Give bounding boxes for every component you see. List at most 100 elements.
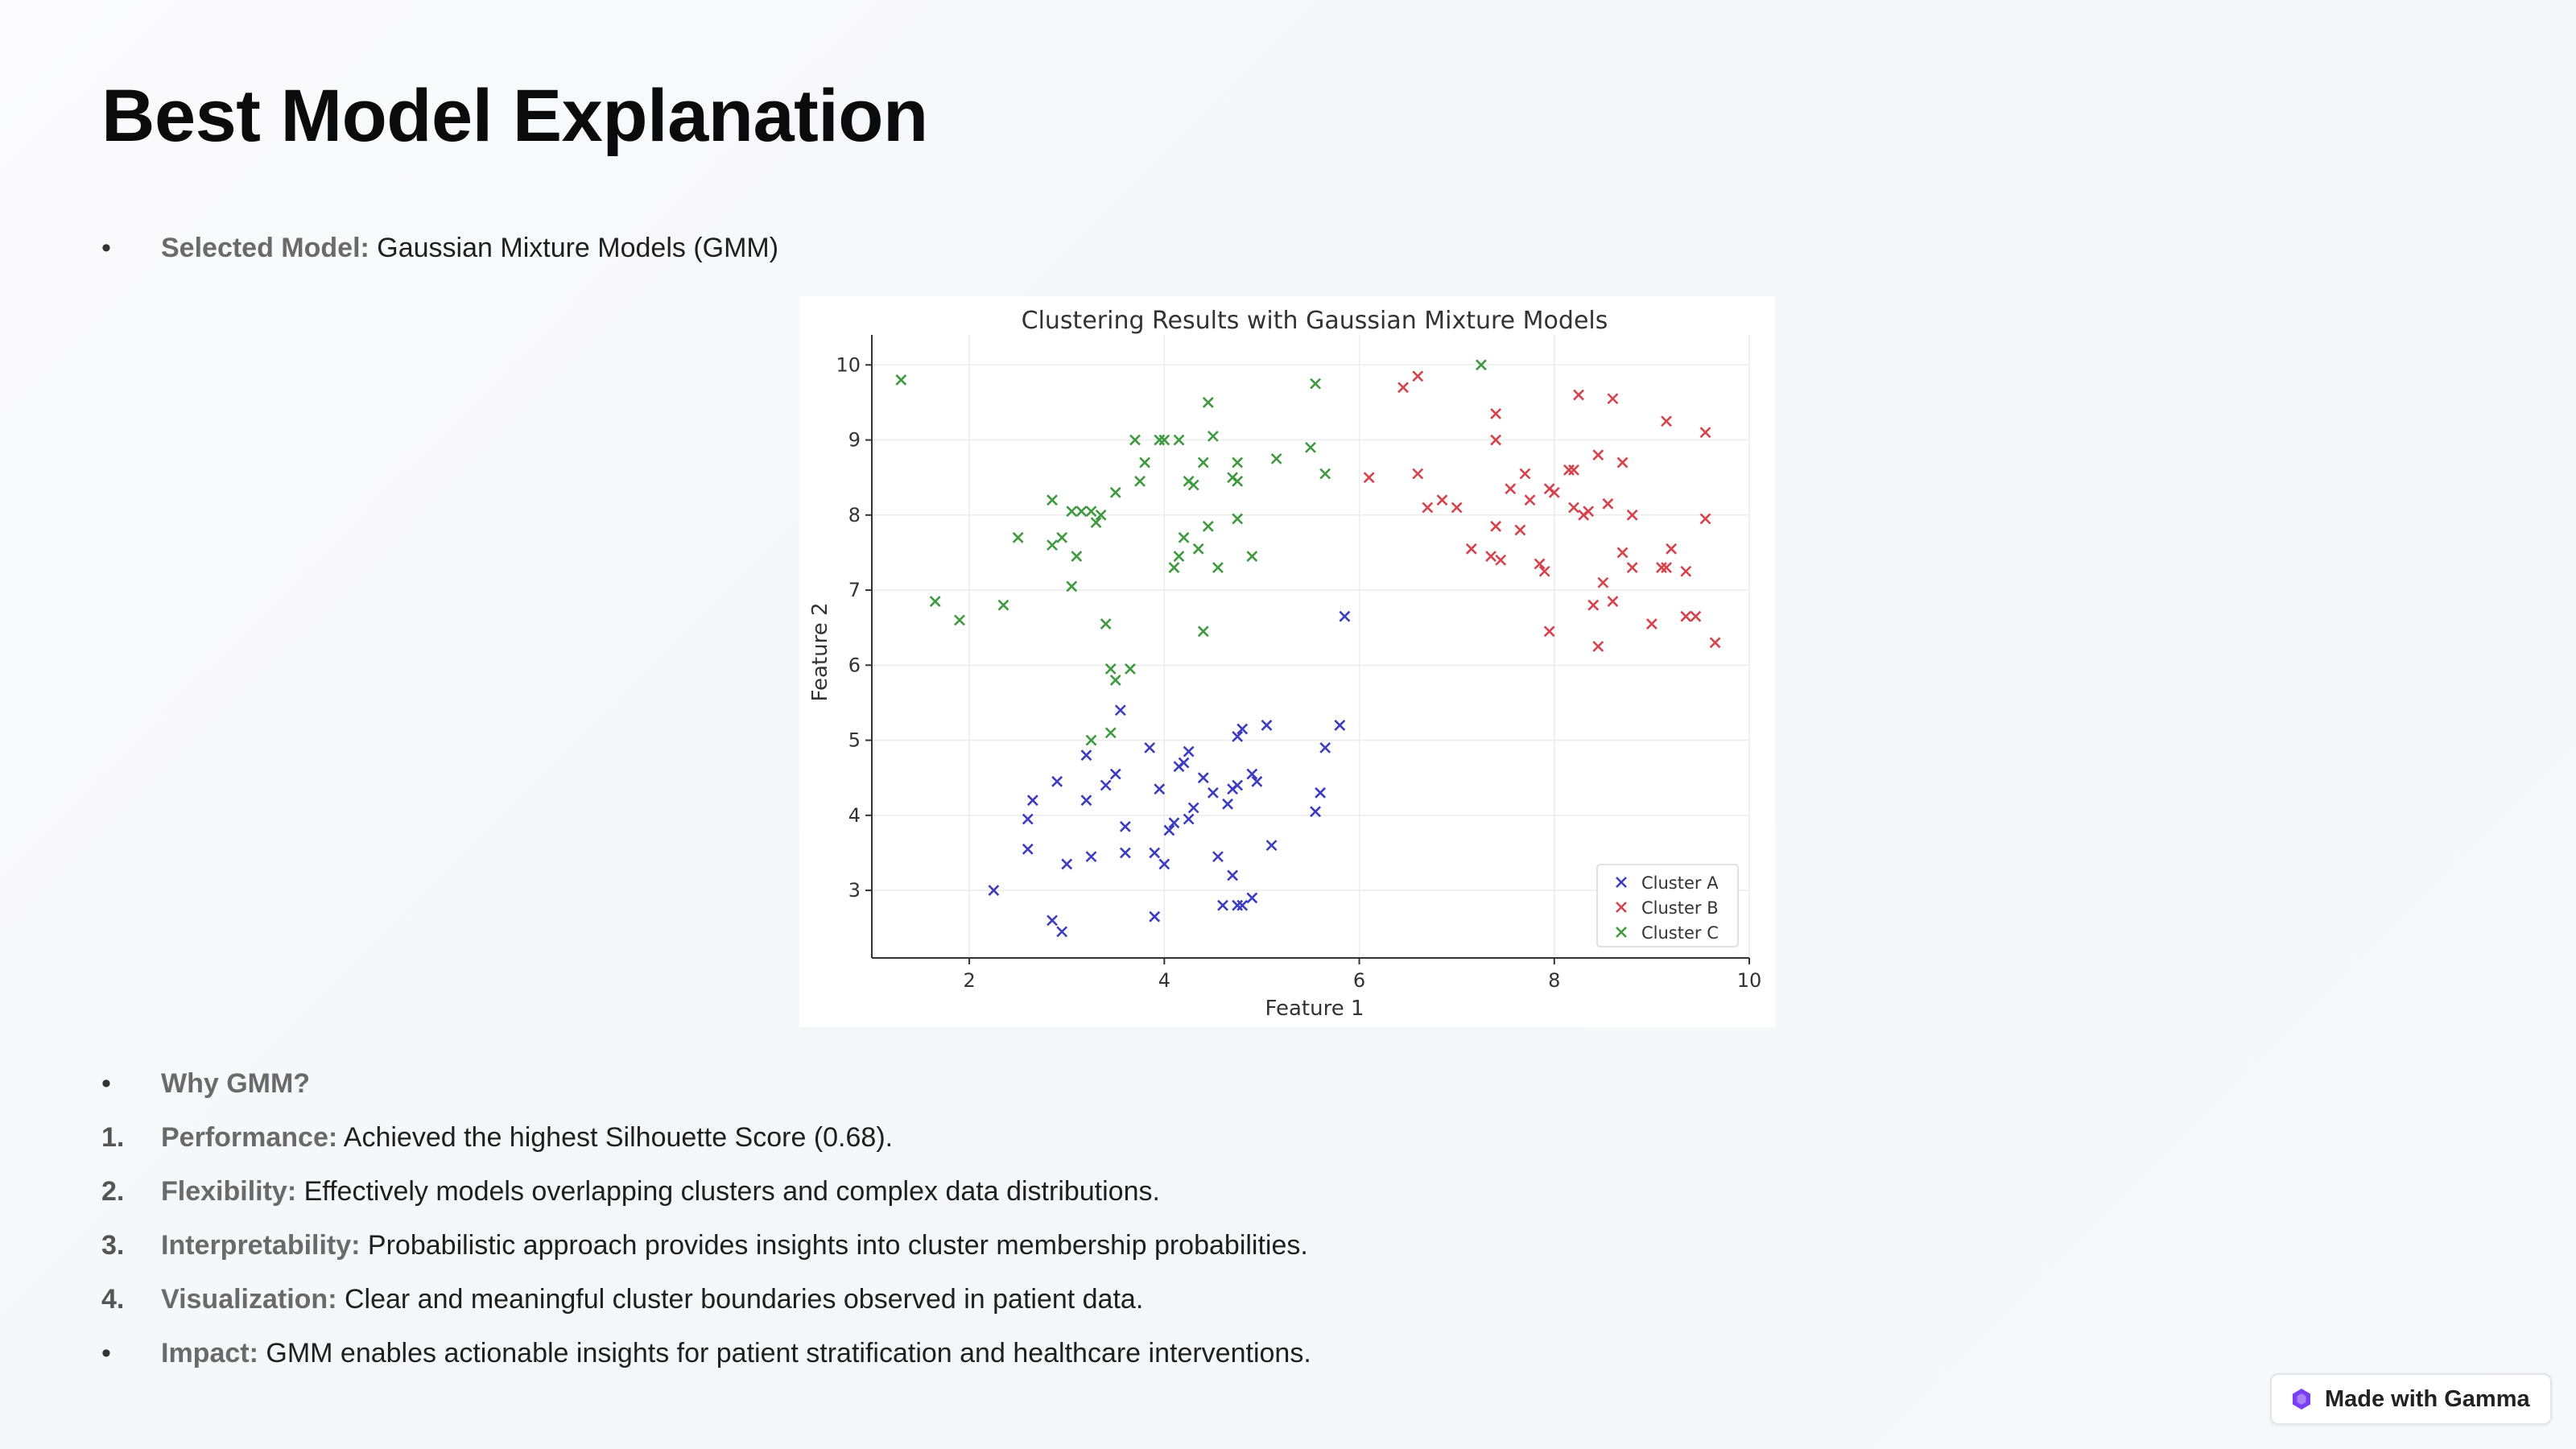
x-tick-label: 6 — [1353, 969, 1365, 992]
data-point — [1071, 551, 1083, 563]
data-point — [1080, 749, 1092, 762]
data-point — [1587, 599, 1600, 611]
data-point — [1080, 795, 1092, 807]
data-point — [1022, 813, 1034, 825]
data-point — [1538, 565, 1550, 577]
data-point — [1075, 506, 1088, 518]
data-point — [1227, 869, 1239, 881]
data-point — [1548, 486, 1560, 498]
data-point — [1690, 610, 1702, 622]
data-point — [1104, 663, 1117, 675]
x-tick-label: 4 — [1158, 969, 1170, 992]
reason-label: Visualization: — [161, 1284, 337, 1315]
data-point — [1568, 464, 1579, 476]
reason-text: Performance: Achieved the highest Silhou… — [161, 1120, 893, 1155]
scatter-plot: Clustering Results with Gaussian Mixture… — [808, 307, 1761, 1021]
data-point — [1192, 543, 1204, 555]
data-point — [1232, 899, 1244, 911]
selected-model-value: Gaussian Mixture Models (GMM) — [369, 233, 779, 263]
data-point — [1066, 580, 1078, 592]
data-point — [1100, 779, 1112, 791]
data-point — [1310, 378, 1321, 390]
data-point — [1212, 851, 1224, 863]
data-point — [1709, 637, 1721, 649]
reason-number: 3. — [101, 1230, 125, 1261]
bullet-marker: • — [101, 1068, 111, 1099]
data-point — [1090, 517, 1102, 529]
data-point — [1056, 531, 1068, 543]
data-point — [1680, 610, 1692, 622]
data-point — [929, 596, 941, 607]
data-point — [1412, 468, 1424, 480]
reason-value: Effectively models overlapping clusters … — [296, 1176, 1160, 1207]
data-point — [1573, 389, 1584, 401]
reason-value: Achieved the highest Silhouette Score (0… — [337, 1122, 894, 1153]
legend-box — [1596, 864, 1739, 947]
reason-number: 1. — [101, 1122, 125, 1153]
data-point — [1334, 719, 1346, 731]
data-point — [1563, 464, 1575, 476]
data-point — [1661, 562, 1672, 574]
page-title: Best Model Explanation — [101, 75, 928, 157]
data-point — [1232, 779, 1244, 791]
legend-marker — [1616, 927, 1627, 938]
data-point — [1339, 610, 1351, 622]
data-point — [1626, 562, 1638, 574]
data-point — [1246, 551, 1258, 563]
data-point — [1154, 434, 1166, 446]
y-tick-label: 5 — [848, 729, 861, 752]
data-point — [1187, 479, 1199, 491]
data-point — [1315, 786, 1327, 799]
data-point — [1149, 847, 1161, 859]
data-point — [1187, 802, 1199, 814]
data-point — [1319, 468, 1331, 480]
data-point — [1505, 483, 1517, 495]
data-point — [1626, 509, 1638, 521]
data-point — [1661, 415, 1672, 427]
data-point — [1519, 468, 1531, 480]
clustering-chart: Clustering Results with Gaussian Mixture… — [799, 296, 1775, 1027]
data-point — [1236, 899, 1249, 911]
data-point — [1109, 768, 1121, 780]
data-point — [1232, 513, 1244, 525]
made-with-gamma-button[interactable]: Made with Gamma — [2270, 1373, 2552, 1425]
data-point — [1158, 858, 1170, 870]
y-axis-label: Feature 2 — [808, 602, 832, 701]
data-point — [1699, 427, 1711, 439]
data-point — [1085, 506, 1097, 518]
data-point — [1485, 551, 1496, 563]
why-gmm-text: Why GMM? — [161, 1066, 310, 1101]
data-point — [1046, 494, 1058, 506]
data-point — [1568, 502, 1579, 514]
data-point — [1202, 520, 1214, 532]
data-point — [1514, 524, 1526, 536]
y-tick-label: 10 — [836, 353, 861, 376]
data-point — [1168, 562, 1180, 574]
data-point — [1666, 543, 1678, 555]
reason-number: 2. — [101, 1176, 125, 1207]
reason-number: 4. — [101, 1284, 125, 1315]
data-point — [1490, 520, 1502, 532]
reason-text: Flexibility: Effectively models overlapp… — [161, 1174, 1160, 1209]
data-point — [1149, 910, 1161, 923]
gamma-logo-icon — [2293, 1389, 2310, 1410]
data-point — [1207, 786, 1219, 799]
data-point — [1699, 513, 1711, 525]
data-point — [1022, 843, 1034, 855]
why-gmm-label: Why GMM? — [161, 1068, 311, 1099]
data-point — [1109, 675, 1121, 686]
data-point — [1163, 824, 1175, 836]
data-point — [1583, 506, 1595, 518]
data-point — [1261, 719, 1273, 731]
axes: 2 4 6 8 10 3 4 5 6 7 8 9 10 — [836, 335, 1761, 992]
data-point — [1212, 562, 1224, 574]
data-point — [1109, 486, 1121, 498]
y-tick-label: 3 — [848, 879, 861, 902]
data-point — [1119, 847, 1131, 859]
data-point — [1597, 576, 1609, 588]
reason-text: Visualization: Clear and meaningful clus… — [161, 1282, 1143, 1317]
data-point — [1129, 434, 1141, 446]
data-point — [1607, 393, 1619, 405]
data-point — [1066, 506, 1078, 518]
legend: Cluster A Cluster B Cluster C — [1596, 864, 1739, 947]
